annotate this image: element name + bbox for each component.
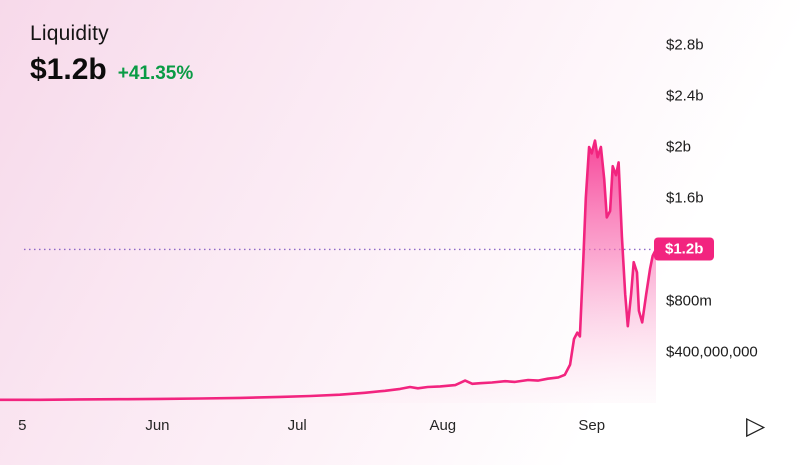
play-button[interactable]: ▷ <box>746 412 766 440</box>
metric-change: +41.35% <box>117 63 194 84</box>
metric-title: Liquidity <box>30 22 109 45</box>
current-value-badge: $1.2b <box>654 237 715 261</box>
metric-value-row: $1.2b +41.35% <box>30 53 193 87</box>
chart-header: Liquidity $1.2b +41.35% <box>30 22 193 87</box>
price-line <box>0 139 658 402</box>
area-fill <box>0 140 656 403</box>
metric-value: $1.2b <box>30 53 107 86</box>
